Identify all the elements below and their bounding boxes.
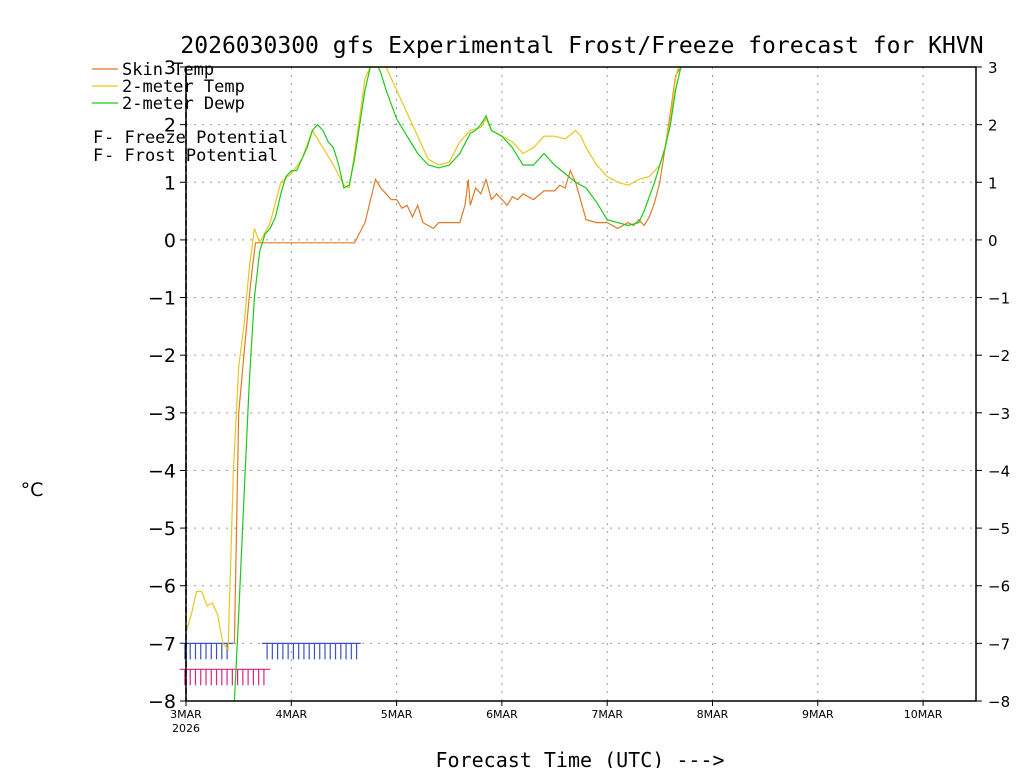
legend-label-temp2m: 2-meter Temp (122, 77, 245, 97)
y-tick-label: −7 (148, 633, 176, 655)
y-tick-label-right: 2 (988, 117, 998, 135)
x-tick-sublabel: 2026 (172, 722, 200, 735)
y-tick-label: −6 (148, 576, 176, 598)
series-line-temp2m (186, 67, 679, 651)
y-axis-label: °C (21, 479, 44, 501)
x-tick-label: 7MAR (591, 708, 623, 721)
x-tick-label: 10MAR (904, 708, 943, 721)
x-tick-label: 5MAR (381, 708, 413, 721)
y-tick-label-right: −1 (988, 290, 1010, 308)
y-tick-label: 3 (164, 57, 176, 79)
y-tick-label: −2 (148, 345, 176, 367)
plot-frame (185, 66, 977, 702)
x-tick-label: 9MAR (802, 708, 834, 721)
legend-label-skin: Skin Temp (122, 60, 214, 80)
series-line-dewp2m (233, 67, 682, 701)
legend-label-dewp2m: 2-meter Dewp (122, 94, 245, 114)
y-tick-label-right: −3 (988, 405, 1010, 423)
x-tick-label: 3MAR (170, 708, 202, 721)
y-tick-label-right: −8 (988, 693, 1010, 711)
y-tick-label: −1 (148, 288, 176, 310)
series-lines (186, 67, 682, 701)
chart-title: 2026030300 gfs Experimental Frost/Freeze… (180, 33, 983, 59)
potential-marks (179, 642, 361, 686)
y-tick-label: 1 (164, 172, 176, 194)
y-tick-label-right: 0 (988, 232, 998, 250)
x-tick-label: 6MAR (486, 708, 518, 721)
x-axis-label: Forecast Time (UTC) ---> (436, 748, 725, 768)
y-tick-label: −5 (148, 518, 176, 540)
legend-letter-freeze: F (93, 128, 103, 148)
y-tick-label-right: 1 (988, 174, 998, 192)
y-tick-label-right: −2 (988, 347, 1010, 365)
legend-letter-frost: F (93, 146, 103, 166)
y-tick-label-right: −5 (988, 520, 1010, 538)
y-tick-label-right: −6 (988, 578, 1010, 596)
y-tick-label: −3 (148, 403, 176, 425)
grid-lines (186, 67, 976, 701)
x-tick-label: 4MAR (275, 708, 307, 721)
axis-ticks: 3 3 2 2 1 1 0 0 −1 −1 −2 −2 −3 −3 −4 −4 −5 −5 −6 −6 −7 −7 −8 −8… (148, 57, 1010, 735)
legend-label-freeze: - Freeze Potential (104, 128, 288, 148)
y-tick-label: 0 (164, 230, 176, 252)
y-tick-label: −4 (148, 460, 176, 482)
x-tick-label: 8MAR (697, 708, 729, 721)
legend-label-frost: - Frost Potential (104, 146, 278, 166)
y-tick-label-right: −7 (988, 635, 1010, 653)
y-tick-label: −8 (148, 691, 176, 713)
y-tick-label-right: −4 (988, 462, 1010, 480)
y-tick-label: 2 (164, 115, 176, 137)
series-line-skin (233, 67, 682, 644)
y-tick-label-right: 3 (988, 59, 998, 77)
